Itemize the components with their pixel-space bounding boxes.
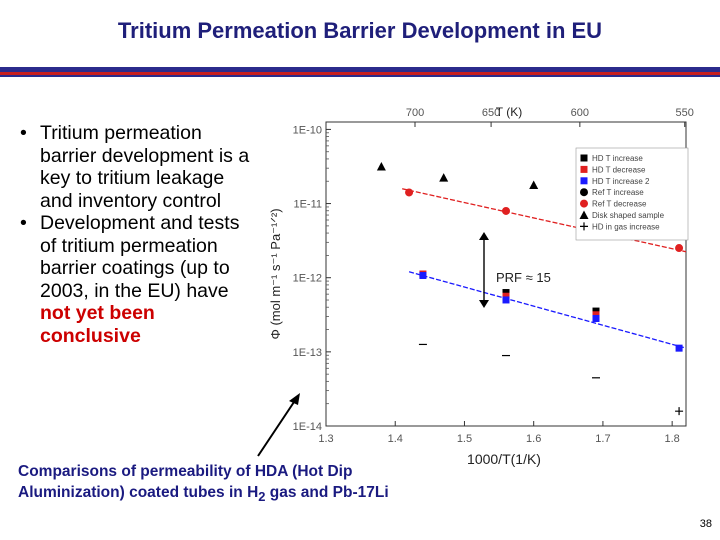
legend-label: Ref T increase [592, 188, 644, 197]
legend-label: HD in gas increase [592, 222, 660, 231]
data-point [502, 289, 510, 297]
slide-title: Tritium Permeation Barrier Development i… [117, 18, 603, 43]
legend-marker [580, 222, 588, 231]
x-tick-label: 1.8 [665, 433, 680, 445]
data-point [502, 292, 510, 300]
y-tick-label: 1E-12 [293, 273, 322, 285]
legend-label: Disk shaped sample [592, 211, 665, 220]
bullet-text: Development and tests of tritium permeat… [40, 212, 240, 302]
y-tick-label: 1E-14 [293, 421, 322, 433]
x-tick-label: 1.7 [595, 433, 610, 445]
legend-marker [579, 210, 589, 219]
top-axis-label: T (K) [496, 105, 522, 119]
legend-marker [580, 154, 588, 162]
top-tick-label: 550 [676, 107, 694, 119]
legend: HD T increase HD T decrease HD T increase … [575, 147, 689, 241]
fit-line [408, 271, 687, 349]
y-axis-label: Φ (mol m⁻¹ s⁻¹ Pa⁻¹ᐟ²) [268, 208, 283, 339]
prf-annotation: PRF ≈ 15 [496, 270, 551, 285]
data-point [675, 244, 684, 253]
data-point [502, 206, 510, 215]
x-tick-label: 1.6 [526, 433, 541, 445]
bullet-item: Tritium permeation barrier development i… [20, 122, 252, 212]
title-divider-red [0, 72, 720, 75]
legend-marker [580, 199, 588, 208]
data-point [405, 188, 414, 197]
bullet-list: Tritium permeation barrier development i… [20, 122, 252, 347]
y-tick-label: 1E-11 [293, 199, 322, 211]
data-point [502, 296, 510, 304]
plot-frame [325, 121, 687, 427]
title-divider-blue-thin [0, 75, 720, 77]
data-point [439, 173, 449, 182]
legend-label: HD T increase [592, 154, 643, 163]
data-point [419, 271, 427, 279]
data-point [675, 344, 683, 352]
top-tick-label: 600 [571, 107, 589, 119]
caption-line-2: Aluminization) coated tubes in H2 gas an… [18, 483, 528, 508]
bullet-item: Development and tests of tritium permeat… [20, 212, 252, 347]
data-point [376, 161, 386, 171]
caption-line-2-prefix: Aluminization) coated tubes in H [18, 483, 259, 501]
y-tick-label: 1E-10 [293, 124, 322, 136]
prf-arrow [479, 232, 489, 308]
x-tick-label: 1.4 [388, 433, 403, 445]
page-number: 38 [699, 518, 712, 530]
data-point [592, 311, 600, 319]
permeation-chart: T (K) 1000/T(1/K) Φ (mol m⁻¹ s⁻¹ Pa⁻¹ᐟ²)… [268, 105, 694, 467]
legend-label: HD T increase 2 [592, 177, 650, 186]
fit-line [402, 188, 687, 253]
bullet-text: Tritium permeation barrier development i… [40, 122, 250, 212]
data-point [675, 407, 684, 416]
caption-subscript: 2 [258, 488, 266, 504]
data-point [529, 180, 539, 190]
legend-marker [580, 165, 588, 173]
x-axis-label: 1000/T(1/K) [467, 451, 541, 467]
caption-line-1: Comparisons of permeability of HDA (Hot … [18, 463, 353, 480]
caption-line-2-suffix: gas and Pb-17Li [265, 483, 389, 501]
top-tick-label: 650 [482, 107, 500, 119]
legend-marker [580, 188, 588, 197]
chart-caption: Comparisons of permeability of HDA (Hot … [18, 462, 528, 507]
x-tick-label: 1.3 [318, 433, 333, 445]
legend-label: Ref T decrease [592, 200, 647, 209]
x-tick-label: 1.5 [457, 433, 472, 445]
data-point [592, 314, 600, 322]
bullet-highlight: not yet been conclusive [40, 302, 155, 347]
y-tick-label: 1E-13 [293, 347, 322, 359]
data-point [592, 307, 600, 315]
legend-label: HD T decrease [592, 165, 646, 174]
title-divider-blue [0, 67, 720, 72]
top-tick-label: 700 [406, 107, 424, 119]
legend-marker [580, 177, 588, 185]
